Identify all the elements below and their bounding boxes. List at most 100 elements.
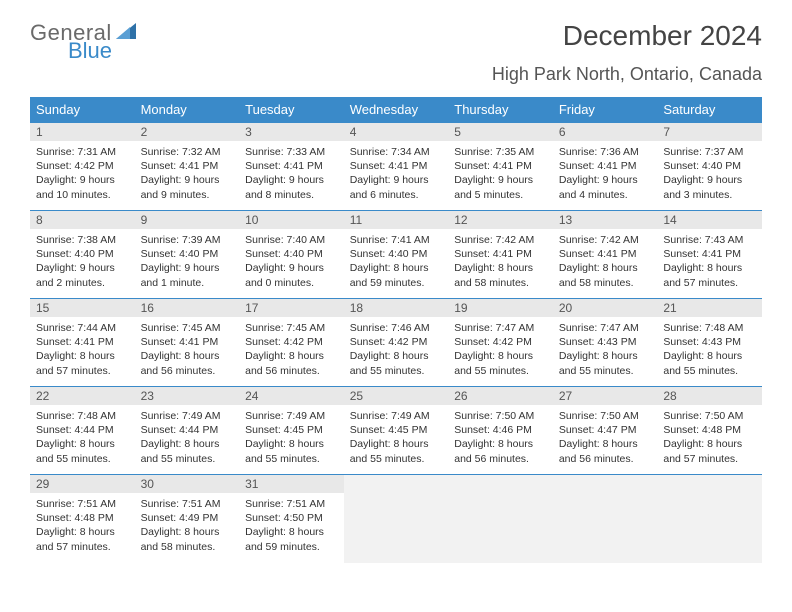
calendar-cell: 27Sunrise: 7:50 AMSunset: 4:47 PMDayligh… bbox=[553, 387, 658, 475]
day-body: Sunrise: 7:41 AMSunset: 4:40 PMDaylight:… bbox=[344, 229, 449, 294]
calendar-week: 22Sunrise: 7:48 AMSunset: 4:44 PMDayligh… bbox=[30, 387, 762, 475]
day-body: Sunrise: 7:42 AMSunset: 4:41 PMDaylight:… bbox=[553, 229, 658, 294]
day-sunrise: Sunrise: 7:51 AM bbox=[36, 497, 129, 511]
day-body: Sunrise: 7:44 AMSunset: 4:41 PMDaylight:… bbox=[30, 317, 135, 382]
day-number: 13 bbox=[553, 211, 658, 229]
day-sunrise: Sunrise: 7:35 AM bbox=[454, 145, 547, 159]
day-sunset: Sunset: 4:40 PM bbox=[36, 247, 129, 261]
location-text: High Park North, Ontario, Canada bbox=[30, 64, 762, 85]
calendar-body: 1Sunrise: 7:31 AMSunset: 4:42 PMDaylight… bbox=[30, 123, 762, 563]
calendar-cell: 25Sunrise: 7:49 AMSunset: 4:45 PMDayligh… bbox=[344, 387, 449, 475]
day-body: Sunrise: 7:51 AMSunset: 4:49 PMDaylight:… bbox=[135, 493, 240, 558]
day-sunrise: Sunrise: 7:36 AM bbox=[559, 145, 652, 159]
calendar-cell: 12Sunrise: 7:42 AMSunset: 4:41 PMDayligh… bbox=[448, 211, 553, 299]
day-sunrise: Sunrise: 7:42 AM bbox=[454, 233, 547, 247]
day-body: Sunrise: 7:49 AMSunset: 4:45 PMDaylight:… bbox=[239, 405, 344, 470]
day-sunset: Sunset: 4:41 PM bbox=[559, 159, 652, 173]
day-daylight: Daylight: 9 hours and 10 minutes. bbox=[36, 173, 129, 201]
calendar-cell: 6Sunrise: 7:36 AMSunset: 4:41 PMDaylight… bbox=[553, 123, 658, 211]
day-number: 21 bbox=[657, 299, 762, 317]
day-sunset: Sunset: 4:44 PM bbox=[141, 423, 234, 437]
day-body: Sunrise: 7:39 AMSunset: 4:40 PMDaylight:… bbox=[135, 229, 240, 294]
day-daylight: Daylight: 8 hours and 58 minutes. bbox=[454, 261, 547, 289]
day-number: 17 bbox=[239, 299, 344, 317]
day-sunset: Sunset: 4:44 PM bbox=[36, 423, 129, 437]
day-daylight: Daylight: 9 hours and 2 minutes. bbox=[36, 261, 129, 289]
day-daylight: Daylight: 8 hours and 56 minutes. bbox=[559, 437, 652, 465]
day-body: Sunrise: 7:38 AMSunset: 4:40 PMDaylight:… bbox=[30, 229, 135, 294]
day-sunrise: Sunrise: 7:45 AM bbox=[141, 321, 234, 335]
calendar-cell: 1Sunrise: 7:31 AMSunset: 4:42 PMDaylight… bbox=[30, 123, 135, 211]
day-sunset: Sunset: 4:42 PM bbox=[350, 335, 443, 349]
day-sunrise: Sunrise: 7:49 AM bbox=[245, 409, 338, 423]
day-body: Sunrise: 7:51 AMSunset: 4:48 PMDaylight:… bbox=[30, 493, 135, 558]
day-body: Sunrise: 7:33 AMSunset: 4:41 PMDaylight:… bbox=[239, 141, 344, 206]
calendar-cell: 16Sunrise: 7:45 AMSunset: 4:41 PMDayligh… bbox=[135, 299, 240, 387]
day-number: 27 bbox=[553, 387, 658, 405]
day-sunset: Sunset: 4:46 PM bbox=[454, 423, 547, 437]
calendar-cell: 5Sunrise: 7:35 AMSunset: 4:41 PMDaylight… bbox=[448, 123, 553, 211]
day-number: 18 bbox=[344, 299, 449, 317]
day-number: 31 bbox=[239, 475, 344, 493]
day-number: 5 bbox=[448, 123, 553, 141]
weekday-header: Thursday bbox=[448, 97, 553, 123]
weekday-header: Sunday bbox=[30, 97, 135, 123]
day-body: Sunrise: 7:45 AMSunset: 4:41 PMDaylight:… bbox=[135, 317, 240, 382]
day-daylight: Daylight: 8 hours and 55 minutes. bbox=[350, 349, 443, 377]
day-sunset: Sunset: 4:41 PM bbox=[245, 159, 338, 173]
day-sunset: Sunset: 4:47 PM bbox=[559, 423, 652, 437]
day-sunset: Sunset: 4:40 PM bbox=[141, 247, 234, 261]
day-body: Sunrise: 7:49 AMSunset: 4:45 PMDaylight:… bbox=[344, 405, 449, 470]
day-sunrise: Sunrise: 7:49 AM bbox=[350, 409, 443, 423]
day-daylight: Daylight: 9 hours and 3 minutes. bbox=[663, 173, 756, 201]
day-sunset: Sunset: 4:41 PM bbox=[559, 247, 652, 261]
day-daylight: Daylight: 9 hours and 9 minutes. bbox=[141, 173, 234, 201]
day-number: 23 bbox=[135, 387, 240, 405]
day-daylight: Daylight: 8 hours and 59 minutes. bbox=[350, 261, 443, 289]
calendar-cell-empty bbox=[553, 475, 658, 563]
day-number: 12 bbox=[448, 211, 553, 229]
day-body: Sunrise: 7:50 AMSunset: 4:46 PMDaylight:… bbox=[448, 405, 553, 470]
day-sunrise: Sunrise: 7:45 AM bbox=[245, 321, 338, 335]
calendar-cell: 28Sunrise: 7:50 AMSunset: 4:48 PMDayligh… bbox=[657, 387, 762, 475]
calendar-cell: 31Sunrise: 7:51 AMSunset: 4:50 PMDayligh… bbox=[239, 475, 344, 563]
day-body: Sunrise: 7:32 AMSunset: 4:41 PMDaylight:… bbox=[135, 141, 240, 206]
day-daylight: Daylight: 8 hours and 58 minutes. bbox=[559, 261, 652, 289]
brand-part2: Blue bbox=[68, 38, 112, 63]
calendar-cell: 13Sunrise: 7:42 AMSunset: 4:41 PMDayligh… bbox=[553, 211, 658, 299]
day-sunrise: Sunrise: 7:43 AM bbox=[663, 233, 756, 247]
day-daylight: Daylight: 8 hours and 55 minutes. bbox=[454, 349, 547, 377]
calendar-cell: 20Sunrise: 7:47 AMSunset: 4:43 PMDayligh… bbox=[553, 299, 658, 387]
day-number: 24 bbox=[239, 387, 344, 405]
day-sunrise: Sunrise: 7:31 AM bbox=[36, 145, 129, 159]
day-daylight: Daylight: 8 hours and 59 minutes. bbox=[245, 525, 338, 553]
day-number: 3 bbox=[239, 123, 344, 141]
day-body: Sunrise: 7:34 AMSunset: 4:41 PMDaylight:… bbox=[344, 141, 449, 206]
day-sunrise: Sunrise: 7:39 AM bbox=[141, 233, 234, 247]
day-sunrise: Sunrise: 7:44 AM bbox=[36, 321, 129, 335]
day-body: Sunrise: 7:45 AMSunset: 4:42 PMDaylight:… bbox=[239, 317, 344, 382]
calendar-cell-empty bbox=[448, 475, 553, 563]
calendar-cell: 29Sunrise: 7:51 AMSunset: 4:48 PMDayligh… bbox=[30, 475, 135, 563]
day-sunset: Sunset: 4:49 PM bbox=[141, 511, 234, 525]
day-number: 8 bbox=[30, 211, 135, 229]
day-sunset: Sunset: 4:45 PM bbox=[350, 423, 443, 437]
day-number bbox=[553, 475, 658, 493]
day-number bbox=[344, 475, 449, 493]
calendar-cell: 17Sunrise: 7:45 AMSunset: 4:42 PMDayligh… bbox=[239, 299, 344, 387]
calendar-cell-empty bbox=[344, 475, 449, 563]
day-body: Sunrise: 7:40 AMSunset: 4:40 PMDaylight:… bbox=[239, 229, 344, 294]
calendar-week: 1Sunrise: 7:31 AMSunset: 4:42 PMDaylight… bbox=[30, 123, 762, 211]
calendar-cell: 4Sunrise: 7:34 AMSunset: 4:41 PMDaylight… bbox=[344, 123, 449, 211]
calendar-cell: 19Sunrise: 7:47 AMSunset: 4:42 PMDayligh… bbox=[448, 299, 553, 387]
day-body: Sunrise: 7:36 AMSunset: 4:41 PMDaylight:… bbox=[553, 141, 658, 206]
calendar-cell: 11Sunrise: 7:41 AMSunset: 4:40 PMDayligh… bbox=[344, 211, 449, 299]
calendar-cell: 22Sunrise: 7:48 AMSunset: 4:44 PMDayligh… bbox=[30, 387, 135, 475]
calendar-cell: 24Sunrise: 7:49 AMSunset: 4:45 PMDayligh… bbox=[239, 387, 344, 475]
calendar-cell: 3Sunrise: 7:33 AMSunset: 4:41 PMDaylight… bbox=[239, 123, 344, 211]
day-daylight: Daylight: 9 hours and 6 minutes. bbox=[350, 173, 443, 201]
day-number: 10 bbox=[239, 211, 344, 229]
weekday-header: Wednesday bbox=[344, 97, 449, 123]
day-sunset: Sunset: 4:48 PM bbox=[36, 511, 129, 525]
day-sunrise: Sunrise: 7:51 AM bbox=[141, 497, 234, 511]
